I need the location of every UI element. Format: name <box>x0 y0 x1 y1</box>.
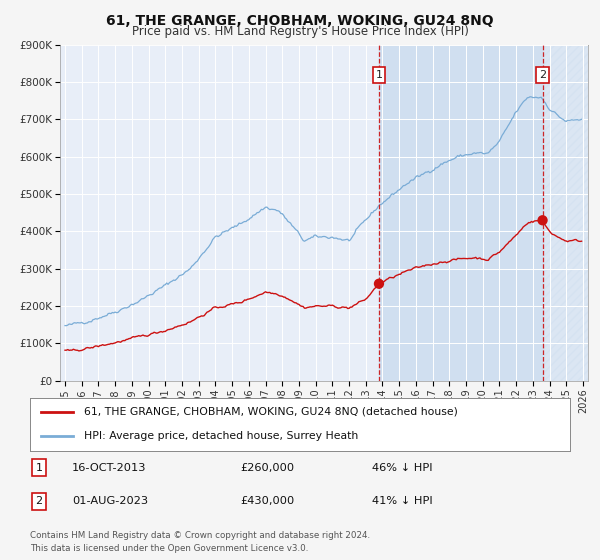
Text: 2: 2 <box>539 70 546 80</box>
Text: Price paid vs. HM Land Registry's House Price Index (HPI): Price paid vs. HM Land Registry's House … <box>131 25 469 38</box>
Point <box>538 216 547 225</box>
Text: 1: 1 <box>376 70 382 80</box>
Bar <box>379 45 542 381</box>
Bar <box>542 45 588 381</box>
Text: HPI: Average price, detached house, Surrey Heath: HPI: Average price, detached house, Surr… <box>84 431 358 441</box>
Text: 1: 1 <box>35 463 43 473</box>
Bar <box>542 45 588 381</box>
Text: 16-OCT-2013: 16-OCT-2013 <box>72 463 146 473</box>
Text: £260,000: £260,000 <box>240 463 294 473</box>
Text: £430,000: £430,000 <box>240 496 294 506</box>
Text: Contains HM Land Registry data © Crown copyright and database right 2024.: Contains HM Land Registry data © Crown c… <box>30 531 370 540</box>
Text: 41% ↓ HPI: 41% ↓ HPI <box>372 496 433 506</box>
Text: 61, THE GRANGE, CHOBHAM, WOKING, GU24 8NQ (detached house): 61, THE GRANGE, CHOBHAM, WOKING, GU24 8N… <box>84 407 458 417</box>
Text: This data is licensed under the Open Government Licence v3.0.: This data is licensed under the Open Gov… <box>30 544 308 553</box>
Text: 01-AUG-2023: 01-AUG-2023 <box>72 496 148 506</box>
Text: 2: 2 <box>35 496 43 506</box>
Point <box>374 279 384 288</box>
Text: 61, THE GRANGE, CHOBHAM, WOKING, GU24 8NQ: 61, THE GRANGE, CHOBHAM, WOKING, GU24 8N… <box>106 14 494 28</box>
Text: 46% ↓ HPI: 46% ↓ HPI <box>372 463 433 473</box>
